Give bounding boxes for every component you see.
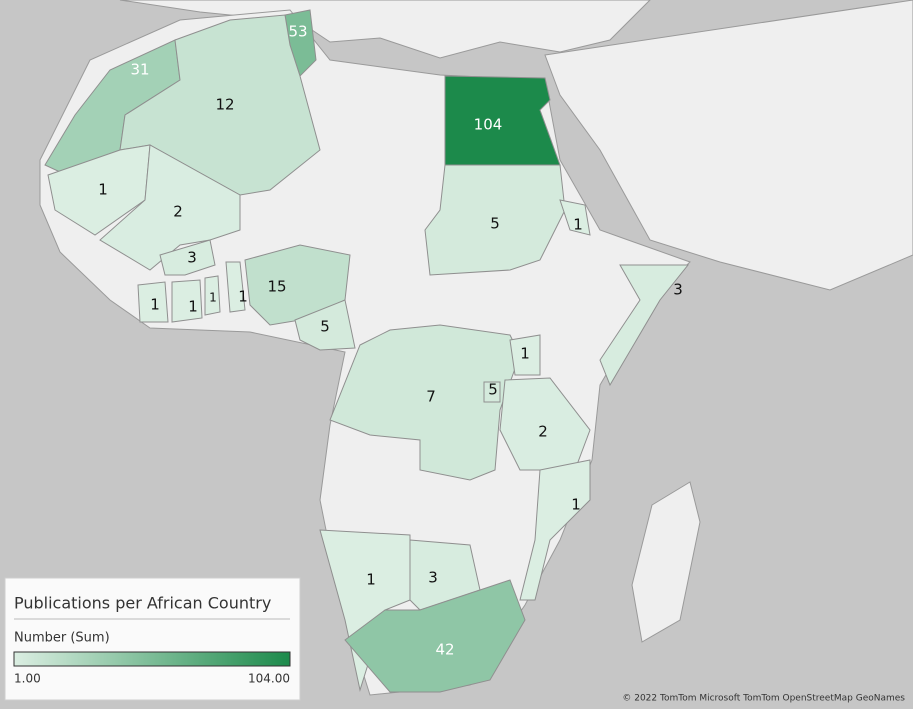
legend: Publications per African Country Number …	[4, 577, 301, 701]
region-label: 5	[320, 318, 330, 336]
region-label: 53	[288, 23, 307, 41]
region	[519, 459, 591, 601]
legend-gradient	[13, 651, 291, 667]
region	[171, 279, 203, 323]
region-label: 1	[209, 291, 217, 305]
region-label: 1	[238, 288, 248, 306]
region	[559, 199, 591, 236]
legend-subtitle: Number (Sum)	[14, 631, 110, 646]
region	[509, 334, 541, 376]
region-label: 15	[267, 278, 286, 296]
region	[444, 75, 561, 166]
region-label: 31	[130, 61, 149, 79]
region-label: 42	[435, 641, 454, 659]
region-label: 1	[520, 345, 530, 363]
region-label: 104	[474, 116, 503, 134]
region-label: 1	[366, 571, 376, 589]
region-label: 7	[426, 388, 436, 406]
region	[424, 164, 566, 276]
regions	[44, 9, 690, 693]
region-label: 5	[488, 381, 498, 399]
region-label: 5	[490, 215, 500, 233]
region	[294, 299, 356, 351]
legend-min-label: 1.00	[14, 672, 41, 686]
region-label: 3	[428, 569, 438, 587]
region-label: 1	[150, 296, 160, 314]
region	[99, 144, 241, 271]
region	[329, 324, 521, 481]
region-label: 3	[673, 281, 683, 299]
region	[159, 239, 216, 276]
region	[137, 281, 169, 323]
region-label: 1	[573, 216, 583, 234]
attribution: © 2022 TomTom Microsoft TomTom OpenStree…	[622, 694, 905, 704]
region	[483, 381, 501, 403]
region-label: 1	[571, 496, 581, 514]
region-label: 2	[538, 423, 548, 441]
middle-east	[544, 0, 913, 291]
region	[599, 264, 690, 387]
region	[204, 275, 221, 316]
legend-box	[4, 577, 301, 701]
legend-max-label: 104.00	[248, 672, 290, 686]
region-label: 2	[173, 203, 183, 221]
legend-title: Publications per African Country	[14, 594, 271, 613]
region	[344, 579, 526, 693]
region-label: 12	[215, 96, 234, 114]
madagascar	[631, 481, 701, 643]
region-label: 3	[187, 249, 197, 267]
region-label: 1	[188, 298, 198, 316]
region-label: 1	[98, 181, 108, 199]
region	[225, 261, 246, 313]
